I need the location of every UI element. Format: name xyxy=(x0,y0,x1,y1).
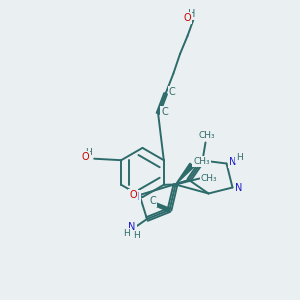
Text: CH₃: CH₃ xyxy=(201,174,218,183)
Text: H: H xyxy=(123,229,129,238)
Text: N: N xyxy=(132,191,140,202)
Text: CH₃: CH₃ xyxy=(199,130,215,140)
Text: N: N xyxy=(128,222,136,232)
Polygon shape xyxy=(176,163,194,184)
Text: CH₃: CH₃ xyxy=(193,157,210,166)
Text: H: H xyxy=(133,231,140,240)
Text: C: C xyxy=(169,87,175,98)
Text: C: C xyxy=(161,107,168,117)
Text: H: H xyxy=(188,8,196,19)
Text: O: O xyxy=(183,13,191,23)
Text: C: C xyxy=(149,196,156,206)
Text: H: H xyxy=(236,153,242,162)
Text: O: O xyxy=(129,190,137,200)
Text: N: N xyxy=(236,183,243,193)
Text: N: N xyxy=(230,157,237,167)
Text: O: O xyxy=(81,152,89,163)
Text: H: H xyxy=(85,148,92,157)
